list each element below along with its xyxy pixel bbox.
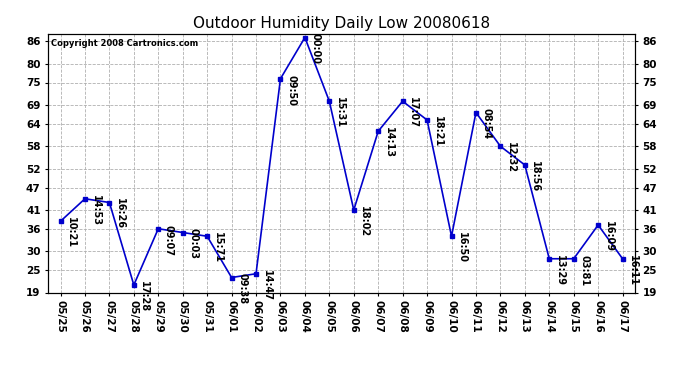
Text: 03:81: 03:81 — [580, 255, 589, 286]
Title: Outdoor Humidity Daily Low 20080618: Outdoor Humidity Daily Low 20080618 — [193, 16, 490, 31]
Text: 18:02: 18:02 — [359, 206, 369, 237]
Text: 08:54: 08:54 — [482, 108, 491, 140]
Text: 14:53: 14:53 — [90, 195, 101, 226]
Text: 15:71: 15:71 — [213, 232, 223, 263]
Text: 09:07: 09:07 — [164, 225, 174, 256]
Text: 17:07: 17:07 — [408, 97, 418, 128]
Text: Copyright 2008 Cartronics.com: Copyright 2008 Cartronics.com — [51, 39, 199, 48]
Text: 10:21: 10:21 — [66, 217, 76, 248]
Text: 09:50: 09:50 — [286, 75, 296, 106]
Text: 16:11: 16:11 — [628, 255, 638, 286]
Text: 16:26: 16:26 — [115, 198, 125, 230]
Text: 18:21: 18:21 — [433, 116, 443, 147]
Text: 14:13: 14:13 — [384, 127, 394, 158]
Text: 12:32: 12:32 — [506, 142, 516, 173]
Text: 17:28: 17:28 — [139, 281, 150, 312]
Text: 16:50: 16:50 — [457, 232, 467, 263]
Text: 14:47: 14:47 — [262, 270, 272, 301]
Text: 18:56: 18:56 — [531, 161, 540, 192]
Text: 00:00: 00:00 — [310, 33, 320, 64]
Text: 13:29: 13:29 — [555, 255, 565, 286]
Text: 16:09: 16:09 — [604, 221, 613, 252]
Text: 00:03: 00:03 — [188, 228, 198, 260]
Text: 15:31: 15:31 — [335, 97, 345, 128]
Text: 09:38: 09:38 — [237, 273, 247, 304]
